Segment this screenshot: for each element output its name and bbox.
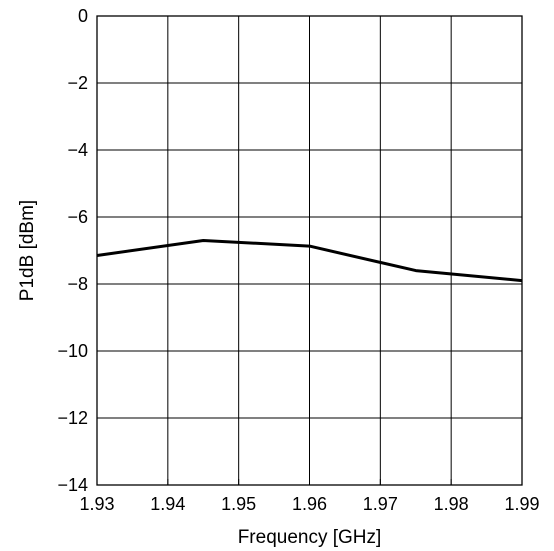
x-axis-title: Frequency [GHz] [238, 527, 382, 548]
tick-marks [96, 15, 523, 486]
x-tick-label: 1.95 [221, 494, 256, 514]
y-tick-label: −14 [57, 475, 88, 495]
y-tick-label: 0 [78, 6, 88, 26]
y-tick-label: −4 [67, 140, 88, 160]
x-tick-label: 1.98 [434, 494, 469, 514]
y-tick-label: −8 [67, 274, 88, 294]
y-tick-label: −12 [57, 408, 88, 428]
x-tick-label: 1.96 [292, 494, 327, 514]
x-tick-label: 1.94 [150, 494, 185, 514]
y-axis-title: P1dB [dBm] [17, 200, 38, 301]
y-tick-labels: 0 −2 −4 −6 −8 −10 −12 −14 [57, 6, 88, 495]
y-tick-label: −10 [57, 341, 88, 361]
y-tick-label: −2 [67, 73, 88, 93]
x-tick-label: 1.93 [79, 494, 114, 514]
series-layer [96, 239, 523, 283]
x-tick-label: 1.99 [504, 494, 539, 514]
x-tick-labels: 1.93 1.94 1.95 1.96 1.97 1.98 1.99 [79, 494, 539, 514]
x-tick-label: 1.97 [363, 494, 398, 514]
series-line [96, 239, 523, 283]
y-tick-label: −6 [67, 207, 88, 227]
